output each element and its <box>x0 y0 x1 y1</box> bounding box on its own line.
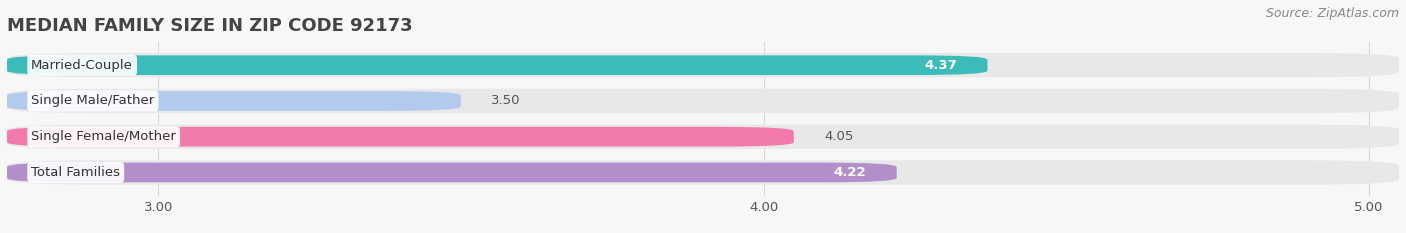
Text: Total Families: Total Families <box>31 166 121 179</box>
Text: 4.05: 4.05 <box>824 130 853 143</box>
FancyBboxPatch shape <box>7 163 897 182</box>
FancyBboxPatch shape <box>7 53 1399 77</box>
FancyBboxPatch shape <box>7 89 1399 113</box>
Text: Source: ZipAtlas.com: Source: ZipAtlas.com <box>1265 7 1399 20</box>
Text: Married-Couple: Married-Couple <box>31 59 134 72</box>
FancyBboxPatch shape <box>7 55 987 75</box>
FancyBboxPatch shape <box>7 160 1399 185</box>
Text: 3.50: 3.50 <box>491 94 520 107</box>
FancyBboxPatch shape <box>7 125 1399 149</box>
Text: Single Female/Mother: Single Female/Mother <box>31 130 176 143</box>
Text: Single Male/Father: Single Male/Father <box>31 94 155 107</box>
Text: MEDIAN FAMILY SIZE IN ZIP CODE 92173: MEDIAN FAMILY SIZE IN ZIP CODE 92173 <box>7 17 412 35</box>
Text: 4.37: 4.37 <box>924 59 957 72</box>
FancyBboxPatch shape <box>7 127 794 147</box>
FancyBboxPatch shape <box>7 91 461 111</box>
Text: 4.22: 4.22 <box>834 166 866 179</box>
